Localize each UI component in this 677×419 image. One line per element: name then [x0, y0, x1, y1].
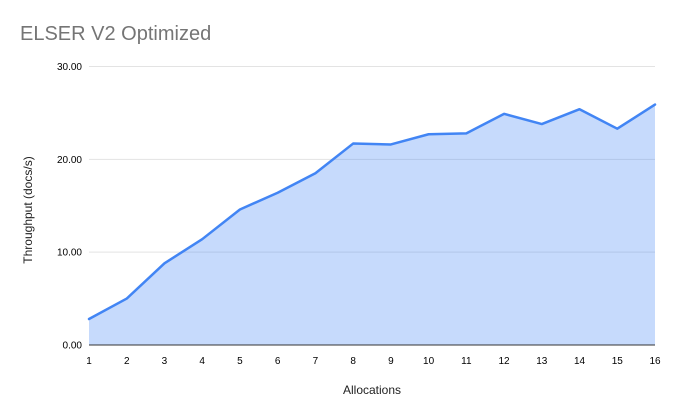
x-tick-label: 16 [649, 356, 661, 367]
y-tick-label: 20.00 [57, 155, 82, 166]
x-tick-label: 11 [461, 356, 472, 367]
y-tick-label: 30.00 [57, 62, 82, 73]
x-tick-label: 5 [237, 356, 243, 367]
x-tick-label: 6 [275, 356, 281, 367]
series-line [87, 103, 657, 321]
x-axis-title: Allocations [342, 383, 402, 397]
y-tick-label: 0.00 [63, 341, 83, 352]
x-tick-label: 14 [574, 356, 586, 367]
y-tick-label: 10.00 [57, 248, 82, 259]
x-tick-label: 4 [199, 356, 205, 367]
x-tick-label: 3 [162, 356, 168, 367]
x-tick-label: 2 [124, 356, 130, 367]
x-tick-label: 10 [423, 356, 435, 367]
x-tick-label: 13 [536, 356, 548, 367]
x-tick-label: 8 [350, 356, 356, 367]
series-area-fill [89, 104, 655, 345]
x-tick-label: 12 [499, 356, 511, 367]
chart-title: ELSER V2 Optimized [20, 23, 212, 45]
x-tick-label: 7 [313, 356, 319, 367]
x-tick-label: 15 [612, 356, 624, 367]
x-tick-label: 1 [86, 356, 92, 367]
x-tick-label: 9 [388, 356, 394, 367]
